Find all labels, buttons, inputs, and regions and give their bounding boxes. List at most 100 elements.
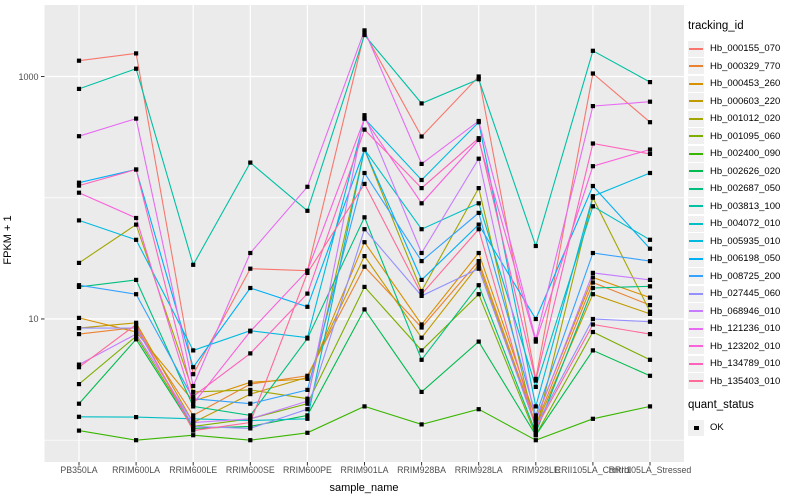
data-point-Hb_000453_260-RRII105LA_Control: [590, 275, 595, 280]
data-point-Hb_002626_020-RRII105LA_Control: [590, 348, 595, 353]
data-point-Hb_068946_010-RRIM928LE: [533, 418, 538, 423]
legend-item-Hb_002626_020: Hb_002626_020: [688, 163, 800, 181]
data-point-Hb_068946_010-RRIM600LA: [134, 332, 139, 337]
data-point-Hb_002687_050-RRIM600LE: [191, 404, 196, 409]
legend-item-Hb_000329_770: Hb_000329_770: [688, 58, 800, 76]
data-point-Hb_121236_010-RRIM928BA: [419, 161, 424, 166]
data-point-Hb_068946_010-RRIM600SE: [248, 416, 253, 421]
data-point-Hb_008725_200-RRIM600PE: [305, 387, 310, 392]
data-point-Hb_008725_200-RRII105LA_Stressed: [647, 259, 653, 264]
data-point-Hb_002400_090-RRIM600PE: [305, 430, 310, 435]
data-point-Hb_008725_200-RRIM928LA: [476, 210, 481, 215]
data-point-Hb_004072_010-PB350LA: [76, 414, 82, 419]
data-point-Hb_003813_100-RRIM600LE: [191, 262, 196, 267]
legend-item-label: Hb_027445_060: [710, 288, 781, 300]
legend-key-swatch: [688, 355, 704, 372]
legend-item-Hb_003813_100: Hb_003813_100: [688, 198, 800, 216]
data-point-Hb_000329_770-RRIM928LA: [476, 259, 481, 264]
data-point-Hb_001095_060-RRIM600PE: [305, 401, 310, 406]
data-point-Hb_000155_070-RRIM928BA: [419, 134, 424, 139]
data-point-Hb_121236_010-RRIM901LA: [362, 28, 367, 33]
data-point-Hb_068946_010-RRIM901LA: [362, 113, 367, 118]
data-point-Hb_001012_020-RRIM928BA: [419, 288, 424, 294]
data-point-Hb_121236_010-RRII105LA_Stressed: [647, 99, 653, 104]
legend-item-label: Hb_134789_010: [710, 358, 781, 370]
legend-tracking-items: Hb_000155_070 Hb_000329_770 Hb_000453_260 H…: [688, 40, 800, 390]
legend-item-Hb_000453_260: Hb_000453_260: [688, 75, 800, 93]
data-point-Hb_003813_100-PB350LA: [76, 86, 82, 91]
legend-item-label: Hb_000453_260: [710, 78, 781, 90]
x-tick-label-PB350LA: PB350LA: [60, 465, 98, 475]
data-point-Hb_002400_090-RRIM600SE: [248, 438, 253, 443]
legend-key-swatch: [688, 93, 704, 110]
legend-title-tracking-id: tracking_id: [688, 20, 744, 32]
legend-key-line: [689, 100, 703, 103]
legend-item-Hb_027445_060: Hb_027445_060: [688, 285, 800, 303]
data-point-Hb_000603_220-RRIM600PE: [305, 375, 310, 380]
x-tick-label-RRIM901LA: RRIM901LA: [340, 465, 389, 475]
data-point-Hb_000155_070-RRIM600LA: [134, 51, 139, 56]
data-point-Hb_002626_020-RRIM928LE: [533, 433, 538, 438]
legend-key-line: [689, 345, 703, 348]
data-point-Hb_123202_010-RRII105LA_Control: [590, 164, 595, 169]
legend-item-Hb_004072_010: Hb_004072_010: [688, 215, 800, 233]
data-point-Hb_002626_020-PB350LA: [76, 401, 82, 406]
data-point-Hb_006198_050-RRII105LA_Control: [590, 183, 595, 189]
legend-key-swatch: [688, 128, 704, 145]
data-point-Hb_123202_010-RRII105LA_Stressed: [647, 147, 653, 152]
data-point-Hb_000155_070-RRII105LA_Control: [590, 71, 595, 76]
legend-item-label: Hb_068946_010: [710, 305, 781, 317]
data-point-Hb_002687_050-RRIM928BA: [419, 357, 424, 362]
legend-key-line: [689, 362, 703, 365]
legend-item-label: Hb_003813_100: [710, 200, 781, 212]
data-point-Hb_135403_010-RRIM901LA: [362, 181, 367, 186]
data-point-Hb_002400_090-PB350LA: [76, 428, 82, 433]
data-point-Hb_001012_020-RRIM600LE: [191, 389, 196, 394]
data-point-Hb_003813_100-RRII105LA_Control: [590, 48, 595, 53]
data-point-Hb_027445_060-PB350LA: [76, 326, 82, 331]
data-point-Hb_003813_100-RRIM928LA: [476, 77, 481, 82]
data-point-Hb_027445_060-RRII105LA_Stressed: [647, 319, 653, 324]
data-point-Hb_000155_070-RRIM600LE: [191, 372, 196, 377]
data-point-Hb_123202_010-RRIM600PE: [305, 268, 310, 273]
data-point-Hb_003813_100-RRIM928LE: [533, 243, 538, 249]
data-point-Hb_134789_010-RRIM600LA: [134, 167, 139, 172]
y-tick-label-1000: 1000: [18, 71, 39, 82]
data-point-Hb_135403_010-RRIM600LA: [134, 322, 139, 327]
legend-key-line: [689, 170, 703, 173]
data-point-Hb_135403_010-RRIM928LE: [533, 426, 538, 431]
legend-item-label: Hb_001095_060: [710, 130, 781, 142]
data-point-Hb_000603_220-RRIM928BA: [419, 335, 424, 340]
data-point-Hb_134789_010-RRIM600LE: [191, 394, 196, 399]
data-point-Hb_005935_010-RRIM928LE: [533, 404, 538, 409]
data-point-Hb_005935_010-RRIM600PE: [305, 335, 310, 340]
legend-key-swatch: [688, 58, 704, 75]
legend-key-swatch: [688, 338, 704, 355]
data-point-Hb_001095_060-RRIM901LA: [362, 284, 367, 289]
data-point-Hb_121236_010-PB350LA: [76, 134, 82, 139]
data-point-Hb_123202_010-RRIM901LA: [362, 116, 367, 121]
legend-item-Hb_121236_010: Hb_121236_010: [688, 320, 800, 338]
data-point-Hb_002687_050-RRIM901LA: [362, 215, 367, 220]
data-point-Hb_000453_260-PB350LA: [76, 315, 82, 320]
legend-key-swatch: [688, 268, 704, 285]
data-point-Hb_005935_010-RRIM600LE: [191, 348, 196, 353]
data-point-Hb_005935_010-RRII105LA_Stressed: [647, 170, 653, 176]
data-point-Hb_121236_010-RRIM600LE: [191, 383, 196, 389]
legend-item-label: Hb_121236_010: [710, 323, 781, 335]
data-point-Hb_123202_010-RRIM600LE: [191, 401, 196, 406]
legend-key-swatch: [688, 233, 704, 250]
x-tick-label-RRII105LA_Stressed: RRII105LA_Stressed: [608, 465, 692, 475]
legend-item-label: Hb_000603_220: [710, 95, 781, 107]
data-point-Hb_004072_010-RRIM928LA: [476, 201, 481, 206]
legend-item-Hb_008725_200: Hb_008725_200: [688, 268, 800, 286]
data-point-Hb_000329_770-RRII105LA_Stressed: [647, 303, 653, 308]
data-point-Hb_001012_020-RRII105LA_Stressed: [647, 309, 653, 314]
data-point-Hb_027445_060-RRIM600PE: [305, 407, 310, 412]
data-point-Hb_001012_020-RRIM928LE: [533, 428, 538, 433]
data-point-Hb_134789_010-RRIM928LE: [533, 378, 538, 383]
legend-key-line: [689, 292, 703, 295]
legend-key-line: [689, 327, 703, 330]
data-point-Hb_068946_010-RRII105LA_Control: [590, 270, 595, 275]
data-point-Hb_123202_010-PB350LA: [76, 190, 82, 195]
